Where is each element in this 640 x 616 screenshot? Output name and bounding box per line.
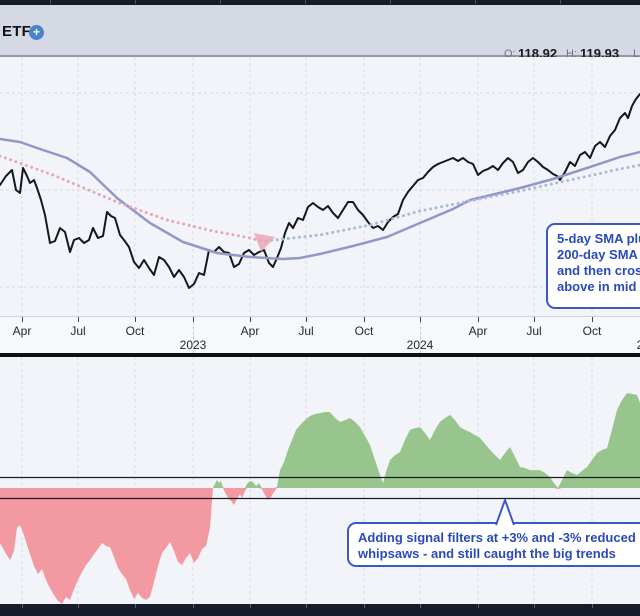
annotation-text-line: above in mid F [557,279,640,294]
sma-cross-annotation[interactable]: 5-day SMA plu 200-day SMA and then cros … [546,223,640,309]
axis-tick [364,317,365,322]
strip-tick [193,604,194,608]
annotation-text-line: whipsaws - and still caught the big tren… [358,546,616,561]
bottom-panel-strip [0,604,640,616]
trend-up-dotted-line [264,163,640,243]
gain-area [0,393,640,488]
axis-tick [306,317,307,322]
strip-tick [305,0,306,4]
strip-tick [22,604,23,608]
axis-label-apr: Apr [240,324,260,338]
strip-tick [364,604,365,608]
axis-label-oct: Oct [582,324,602,338]
top-panel-strip [0,0,640,5]
strip-tick [534,604,535,608]
open-label: O: [504,48,516,60]
axis-label-jul: Jul [298,324,314,338]
panel-separator[interactable] [0,353,640,357]
strip-tick [78,604,79,608]
loss-area [0,488,640,604]
strip-tick [560,0,561,4]
trend-down-dotted-line [0,154,263,243]
signal-filter-annotation[interactable]: Adding signal filters at +3% and -3% red… [347,522,640,567]
price-panel-bg [0,57,640,316]
axis-label-jul: Jul [70,324,86,338]
axis-tick [22,317,23,322]
symbol-title: ETF [2,23,31,40]
annotation-text-line: Adding signal filters at +3% and -3% red… [358,530,636,545]
axis-label-2025: 2025 [636,338,640,352]
axis-tick [478,317,479,322]
annotation-text-line: and then cros [557,263,640,278]
annotation-pointer [495,499,515,526]
axis-label-apr: Apr [12,324,32,338]
annotation-text-line: 200-day SMA [557,247,638,262]
price-close-line [0,93,640,289]
strip-tick [420,604,421,608]
axis-label-2023: 2023 [179,338,207,352]
axis-label-2024: 2024 [406,338,434,352]
strip-tick [306,604,307,608]
annotation-text-line: 5-day SMA plu [557,231,640,246]
year-boundary-dash [420,317,421,354]
strip-tick [390,0,391,4]
strip-tick [135,0,136,4]
axis-label-oct: Oct [125,324,145,338]
strip-tick [250,604,251,608]
high-label: H: [566,48,577,60]
chart-header-bar: ETF + O: 118.92 H: 119.93 L [0,5,640,61]
sma-200-line [0,137,640,261]
strip-tick [50,0,51,4]
axis-tick [135,317,136,322]
strip-tick [220,0,221,4]
axis-tick [78,317,79,322]
axis-tick [250,317,251,322]
axis-tick [420,317,421,322]
strip-tick [592,604,593,608]
axis-tick [534,317,535,322]
strip-tick [135,604,136,608]
low-label: L [633,48,640,60]
axis-tick [193,317,194,322]
strip-tick [475,0,476,4]
strip-tick [478,604,479,608]
axis-label-jul: Jul [526,324,542,338]
price-chart-panel[interactable] [0,57,640,316]
cross-triangle-marker [254,233,275,252]
axis-tick [592,317,593,322]
add-symbol-button[interactable]: + [29,25,44,40]
axis-label-oct: Oct [354,324,374,338]
axis-label-apr: Apr [468,324,488,338]
date-axis[interactable]: Apr Jul Oct 2023 Apr Jul Oct 2024 Apr Jul Oct 2025 [0,316,640,354]
year-boundary-dash [193,317,194,354]
